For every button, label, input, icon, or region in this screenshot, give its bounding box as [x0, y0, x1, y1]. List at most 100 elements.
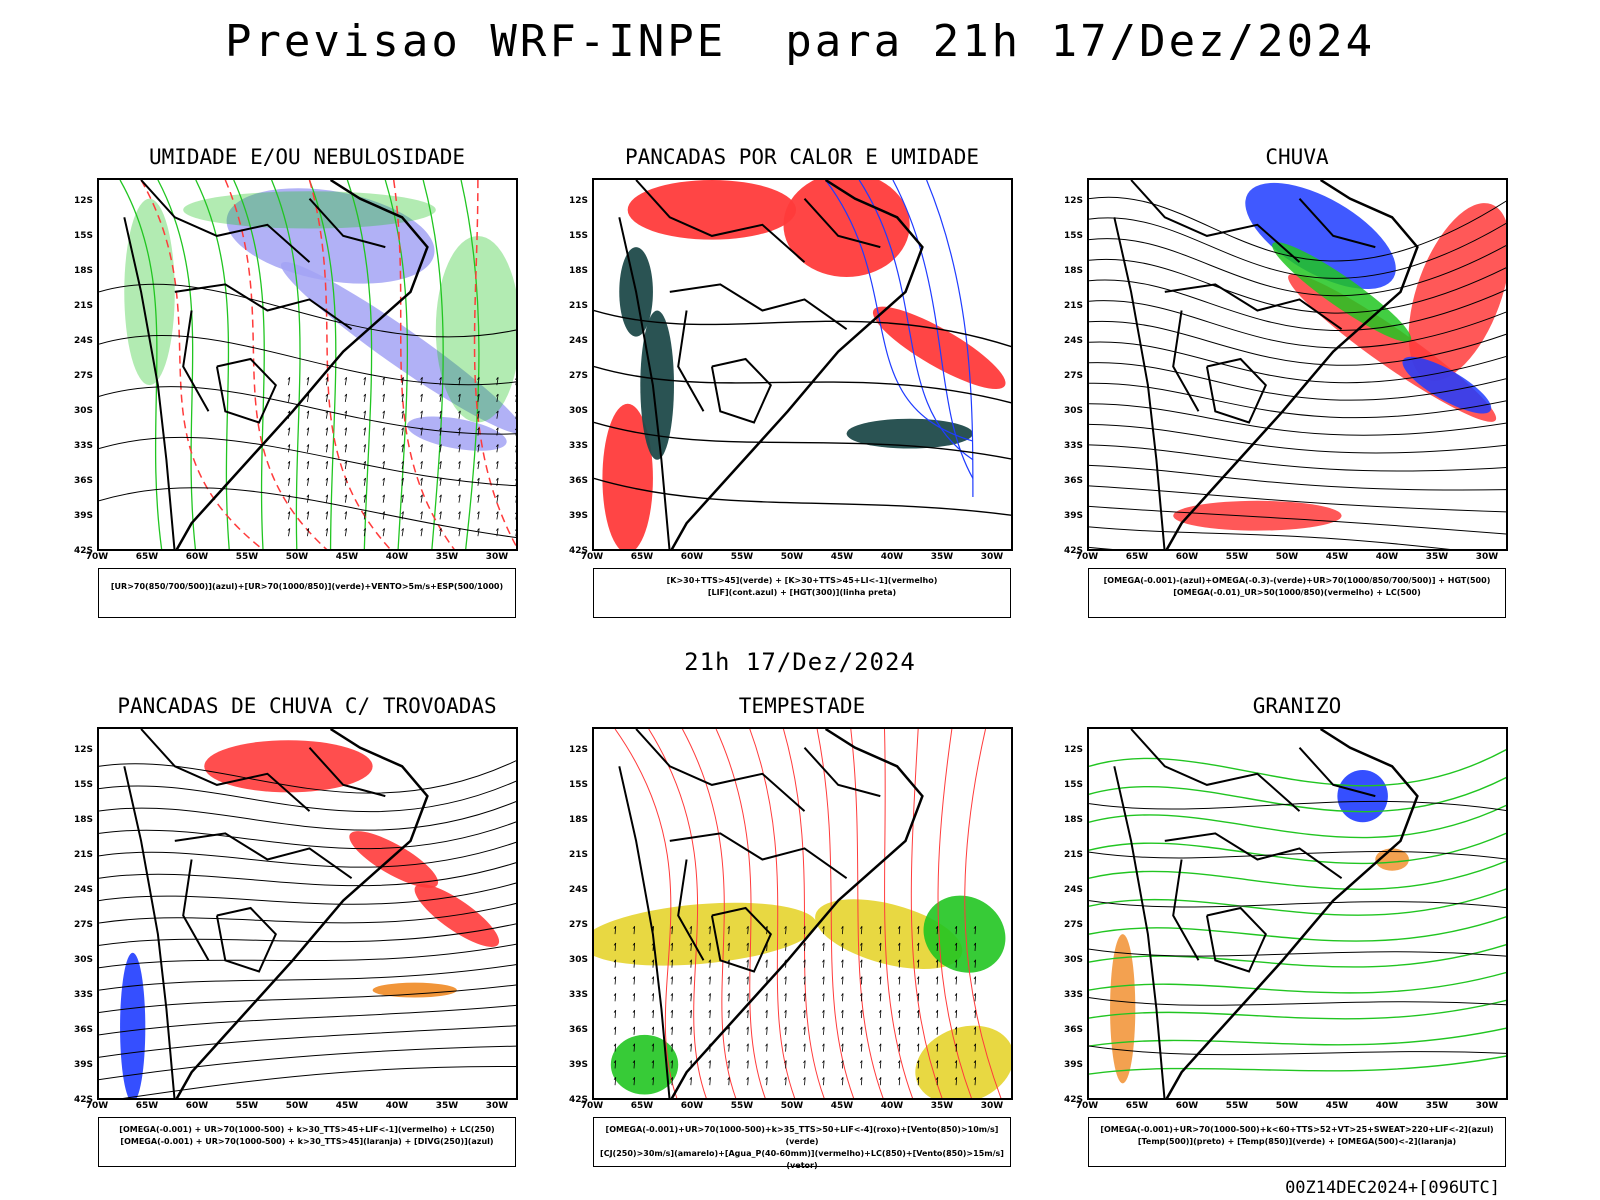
lat-tick-label: 36S [568, 476, 588, 486]
lat-tick-label: 27S [568, 920, 588, 930]
lat-tick-label: 36S [568, 1025, 588, 1035]
lon-tick-label: 35W [1425, 1101, 1449, 1111]
lat-tick-label: 30S [568, 406, 588, 416]
lon-tick-label: 65W [630, 552, 654, 562]
forecast-map-6 [1087, 727, 1508, 1100]
lat-tick-label: 39S [1063, 511, 1083, 521]
lat-tick-label: 12S [73, 745, 93, 755]
panel-legend-2: [K>30+TTS>45](verde) + [K>30+TTS>45+LI<-… [593, 568, 1011, 618]
lon-tick-label: 30W [485, 552, 509, 562]
lat-tick-label: 30S [73, 406, 93, 416]
lon-tick-label: 45W [335, 552, 359, 562]
run-timestamp: 00Z14DEC2024+[096UTC] [1285, 1178, 1500, 1198]
lon-tick-label: 35W [930, 1101, 954, 1111]
lat-tick-label: 36S [1063, 1025, 1083, 1035]
lat-tick-label: 30S [1063, 955, 1083, 965]
lon-tick-label: 55W [235, 1101, 259, 1111]
lon-tick-label: 60W [185, 552, 209, 562]
lat-tick-label: 21S [1063, 850, 1083, 860]
panel-title-1: UMIDADE E/OU NEBULOSIDADE [148, 145, 466, 169]
panel-title-4: PANCADAS DE CHUVA C/ TROVOADAS [117, 694, 497, 718]
lat-tick-label: 12S [1063, 745, 1083, 755]
lat-tick-label: 42S [568, 546, 588, 556]
lat-tick-label: 42S [73, 546, 93, 556]
forecast-map-2 [592, 178, 1013, 551]
lon-tick-label: 40W [385, 1101, 409, 1111]
lat-tick-label: 24S [568, 336, 588, 346]
lon-tick-label: 40W [1375, 1101, 1399, 1111]
lon-tick-label: 45W [1325, 552, 1349, 562]
lon-tick-label: 40W [880, 1101, 904, 1111]
lat-tick-label: 24S [73, 336, 93, 346]
lon-tick-label: 50W [780, 1101, 804, 1111]
lat-tick-label: 24S [1063, 336, 1083, 346]
lat-tick-label: 39S [73, 511, 93, 521]
legend-line: [CJ(250)>30m/s](amarelo)+[Agua_P(40-60mm… [600, 1149, 1004, 1170]
lat-tick-label: 15S [1063, 780, 1083, 790]
lon-tick-label: 30W [1475, 1101, 1499, 1111]
lat-tick-label: 21S [568, 301, 588, 311]
legend-line: [OMEGA(-0.001)-(azul)+OMEGA(-0.3)-(verde… [1103, 576, 1491, 585]
lat-tick-label: 33S [568, 441, 588, 451]
legend-line: [OMEGA(-0.01)_UR>50(1000/850)(vermelho) … [1173, 588, 1421, 597]
lon-tick-label: 55W [235, 552, 259, 562]
lon-tick-label: 35W [435, 552, 459, 562]
lon-tick-label: 70W [580, 1101, 604, 1111]
lon-tick-label: 30W [980, 552, 1004, 562]
lat-tick-label: 27S [73, 371, 93, 381]
lat-tick-label: 27S [568, 371, 588, 381]
lon-tick-label: 45W [830, 1101, 854, 1111]
lon-tick-label: 65W [1125, 1101, 1149, 1111]
panel-legend-4: [OMEGA(-0.001) + UR>70(1000-500) + k>30_… [98, 1117, 516, 1167]
panel-legend-3: [OMEGA(-0.001)-(azul)+OMEGA(-0.3)-(verde… [1088, 568, 1506, 618]
lat-tick-label: 18S [568, 266, 588, 276]
lon-tick-label: 65W [1125, 552, 1149, 562]
lat-tick-label: 15S [1063, 231, 1083, 241]
lat-tick-label: 39S [568, 511, 588, 521]
panel-title-2: PANCADAS POR CALOR E UMIDADE [624, 145, 979, 169]
lon-tick-label: 70W [580, 552, 604, 562]
legend-line: [OMEGA(-0.001)+UR>70(1000-500)+k<60+TTS>… [1100, 1125, 1494, 1134]
lat-tick-label: 12S [73, 196, 93, 206]
legend-line: [OMEGA(-0.001) + UR>70(1000-500) + k>30_… [119, 1125, 495, 1134]
lat-tick-label: 21S [73, 850, 93, 860]
lon-tick-label: 30W [1475, 552, 1499, 562]
main-title: Previsao WRF-INPE para 21h 17/Dez/2024 [224, 16, 1376, 67]
lon-tick-label: 35W [1425, 552, 1449, 562]
lon-tick-label: 60W [185, 1101, 209, 1111]
lon-tick-label: 55W [730, 1101, 754, 1111]
lat-tick-label: 15S [568, 780, 588, 790]
lat-tick-label: 18S [73, 266, 93, 276]
lon-tick-label: 45W [1325, 1101, 1349, 1111]
forecast-map-5 [592, 727, 1013, 1100]
lat-tick-label: 30S [568, 955, 588, 965]
lon-tick-label: 40W [880, 552, 904, 562]
forecast-map-3 [1087, 178, 1508, 551]
legend-line: [OMEGA(-0.001)+UR>70(1000-500)+k>35_TTS>… [605, 1125, 999, 1146]
lat-tick-label: 36S [73, 1025, 93, 1035]
lat-tick-label: 12S [568, 745, 588, 755]
lon-tick-label: 45W [830, 552, 854, 562]
panel-title-6: GRANIZO [1252, 694, 1342, 718]
lat-tick-label: 36S [73, 476, 93, 486]
lat-tick-label: 15S [73, 231, 93, 241]
lon-tick-label: 35W [930, 552, 954, 562]
lat-tick-label: 33S [568, 990, 588, 1000]
lon-tick-label: 55W [1225, 1101, 1249, 1111]
lat-tick-label: 42S [1063, 1095, 1083, 1105]
lon-tick-label: 50W [285, 552, 309, 562]
lon-tick-label: 70W [1075, 1101, 1099, 1111]
lat-tick-label: 33S [73, 441, 93, 451]
panel-title-3: CHUVA [1265, 145, 1329, 169]
lat-tick-label: 24S [568, 885, 588, 895]
lat-tick-label: 18S [1063, 815, 1083, 825]
lat-tick-label: 27S [1063, 371, 1083, 381]
mid-title: 21h 17/Dez/2024 [684, 648, 916, 676]
panel-legend-6: [OMEGA(-0.001)+UR>70(1000-500)+k<60+TTS>… [1088, 1117, 1506, 1167]
lon-tick-label: 60W [680, 1101, 704, 1111]
legend-line: [K>30+TTS>45](verde) + [K>30+TTS>45+LI<-… [666, 576, 938, 585]
lat-tick-label: 24S [73, 885, 93, 895]
lat-tick-label: 27S [1063, 920, 1083, 930]
lat-tick-label: 18S [73, 815, 93, 825]
lat-tick-label: 15S [568, 231, 588, 241]
